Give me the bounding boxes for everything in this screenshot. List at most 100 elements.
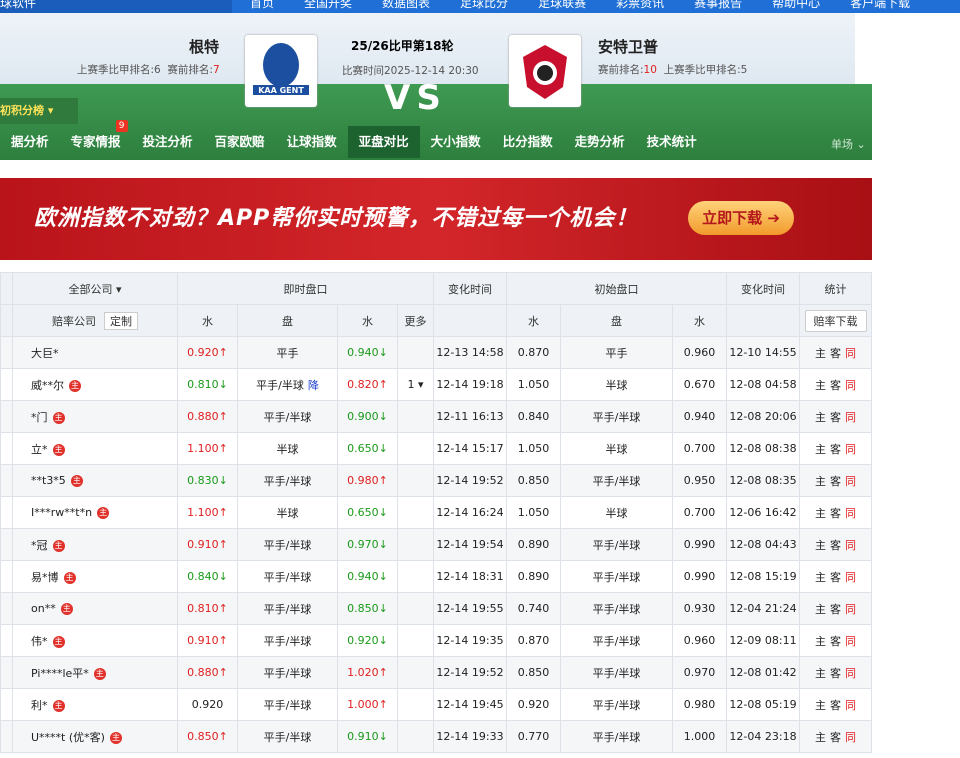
- stat-link[interactable]: 客: [830, 634, 841, 648]
- round[interactable]: 25/26比甲第18轮: [351, 39, 454, 53]
- stat-link[interactable]: 主: [815, 378, 826, 392]
- stat-link[interactable]: 主: [815, 442, 826, 456]
- stat-link[interactable]: 客: [830, 410, 841, 424]
- stat-link[interactable]: 同: [845, 442, 856, 456]
- company: Pi****le平* 主: [12, 656, 178, 689]
- init-time: 12-08 15:19: [726, 560, 800, 593]
- stat-link[interactable]: 主: [815, 634, 826, 648]
- stat-link[interactable]: 主: [815, 666, 826, 680]
- single[interactable]: 单场 ⌄: [831, 138, 866, 151]
- init-value: 0.770: [506, 720, 561, 753]
- stat-link[interactable]: 同: [845, 570, 856, 584]
- nav-item[interactable]: 全国开奖: [304, 0, 353, 10]
- tab[interactable]: 投注分析: [132, 126, 204, 158]
- init-time: 12-08 04:43: [726, 528, 800, 561]
- nav-item[interactable]: 客户端下载: [850, 0, 911, 10]
- nav-item[interactable]: 彩票资讯: [616, 0, 665, 10]
- nav-item[interactable]: 赛事报告: [694, 0, 743, 10]
- more: 1: [407, 378, 415, 391]
- stat-link[interactable]: 客: [830, 730, 841, 744]
- stat-link[interactable]: 同: [845, 666, 856, 680]
- stat-link[interactable]: 同: [845, 346, 856, 360]
- init-value: 0.870: [506, 336, 561, 369]
- cell: [0, 560, 13, 593]
- stats: 主客同: [799, 656, 872, 689]
- stat-link[interactable]: 主: [815, 410, 826, 424]
- home-badge: 主: [63, 571, 76, 584]
- stat-link[interactable]: 同: [845, 698, 856, 712]
- init-time: 12-08 08:35: [726, 464, 800, 497]
- stat-link[interactable]: 客: [830, 698, 841, 712]
- tab[interactable]: 走势分析: [564, 126, 636, 158]
- stat-link[interactable]: 主: [815, 730, 826, 744]
- stat-link[interactable]: 客: [830, 474, 841, 488]
- stat-link[interactable]: 客: [830, 346, 841, 360]
- stat-link[interactable]: 客: [830, 666, 841, 680]
- brand[interactable]: 球软件: [0, 0, 232, 13]
- cell[interactable]: 全部公司 ▾: [12, 272, 178, 305]
- tab[interactable]: 据分析: [0, 126, 60, 158]
- stat-link[interactable]: 同: [845, 410, 856, 424]
- logo-art: [523, 45, 567, 99]
- value: 7: [212, 64, 220, 76]
- stat-link[interactable]: 同: [845, 378, 856, 392]
- stat-link[interactable]: 同: [845, 538, 856, 552]
- standings-toggle[interactable]: 初积分榜 ▾: [0, 98, 78, 124]
- nav-item[interactable]: 足球联赛: [538, 0, 587, 10]
- change-time: 12-14 15:17: [433, 432, 507, 465]
- label: 单场: [831, 138, 853, 151]
- stat-link[interactable]: 主: [815, 570, 826, 584]
- init-value: 0.950: [672, 464, 727, 497]
- water: 0.910↑: [187, 634, 228, 647]
- nav-item[interactable]: 足球比分: [460, 0, 509, 10]
- water: 0.920↑: [187, 346, 228, 359]
- stat-link[interactable]: 主: [815, 698, 826, 712]
- stat-link[interactable]: 同: [845, 506, 856, 520]
- init-value: 平手/半球: [560, 720, 673, 753]
- tab[interactable]: 百家欧赔: [204, 126, 276, 158]
- cell: 0.830↓: [177, 464, 238, 497]
- cell[interactable]: 1 ▾: [397, 368, 434, 401]
- tab[interactable]: 让球指数: [276, 126, 348, 158]
- nav-item[interactable]: 数据图表: [382, 0, 431, 10]
- tab[interactable]: 技术统计: [636, 126, 708, 158]
- stat-link[interactable]: 主: [815, 538, 826, 552]
- stat-link[interactable]: 同: [845, 474, 856, 488]
- stat-link[interactable]: 客: [830, 538, 841, 552]
- stat-link[interactable]: 客: [830, 378, 841, 392]
- tab[interactable]: 亚盘对比: [347, 126, 420, 158]
- stat-link[interactable]: 同: [845, 602, 856, 616]
- init-time: 12-06 16:42: [726, 496, 800, 529]
- tab[interactable]: 比分指数: [492, 126, 564, 158]
- init-value: 平手/半球: [560, 592, 673, 625]
- stat-link[interactable]: 主: [815, 506, 826, 520]
- download-button[interactable]: 赔率下载: [804, 309, 867, 332]
- stat-link[interactable]: 同: [845, 634, 856, 648]
- change-time: 12-13 14:58: [433, 336, 507, 369]
- home-badge: 主: [52, 699, 65, 712]
- custom-button[interactable]: 定制: [104, 311, 138, 330]
- stat-link[interactable]: 客: [830, 602, 841, 616]
- stat-link[interactable]: 客: [830, 506, 841, 520]
- odds-row: 伟* 主 0.910↑ 平手/半球 0.920↓ 12-14 19:35 0.870 平手/半…: [0, 624, 872, 657]
- init-value: 平手/半球: [560, 464, 673, 497]
- nav-item[interactable]: 首页: [250, 0, 275, 10]
- banner-button[interactable]: 立即下载 ➔: [688, 201, 794, 235]
- nav-item[interactable]: 帮助中心: [772, 0, 821, 10]
- tab[interactable]: 大小指数: [420, 126, 492, 158]
- banner[interactable]: 欧洲指数不对劲？APP帮你实时预警，不错过每一个机会！ 立即下载 ➔: [0, 178, 872, 260]
- stats: 主客同: [799, 368, 872, 401]
- stat-link[interactable]: 客: [830, 570, 841, 584]
- stat-link[interactable]: 同: [845, 730, 856, 744]
- handicap: 平手/半球: [263, 666, 312, 680]
- stat-link[interactable]: 主: [815, 346, 826, 360]
- stat-link[interactable]: 主: [815, 474, 826, 488]
- stat-link[interactable]: 客: [830, 442, 841, 456]
- tab[interactable]: 专家情报 9: [60, 120, 132, 158]
- cell: [397, 464, 434, 497]
- stat-link[interactable]: 主: [815, 602, 826, 616]
- away-logo: [509, 35, 581, 107]
- init-value: 1.050: [506, 496, 561, 529]
- header: 更多: [397, 304, 434, 337]
- water: 1.100↑: [187, 506, 228, 519]
